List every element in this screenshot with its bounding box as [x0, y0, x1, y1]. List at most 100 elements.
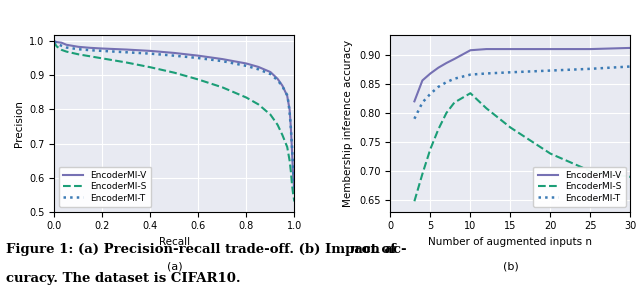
EncoderMI-V: [51, 40, 58, 43]
EncoderMI-S: [627, 175, 634, 179]
EncoderMI-S: [285, 152, 292, 156]
EncoderMI-T: [507, 71, 515, 74]
EncoderMI-T: [435, 85, 442, 88]
EncoderMI-T: [426, 92, 434, 96]
EncoderMI-S: [267, 113, 275, 116]
EncoderMI-T: [51, 40, 58, 43]
EncoderMI-V: [147, 49, 154, 53]
EncoderMI-T: [483, 72, 490, 75]
EncoderMI-S: [51, 40, 58, 43]
EncoderMI-S: [435, 128, 442, 131]
EncoderMI-V: [171, 51, 179, 55]
EncoderMI-S: [507, 126, 515, 129]
EncoderMI-V: [243, 62, 250, 65]
EncoderMI-T: [219, 59, 227, 63]
EncoderMI-T: [56, 43, 63, 46]
EncoderMI-S: [288, 183, 296, 186]
EncoderMI-V: [86, 46, 94, 50]
EncoderMI-V: [547, 47, 554, 51]
EncoderMI-V: [411, 100, 419, 103]
Text: (b): (b): [502, 261, 518, 271]
EncoderMI-V: [99, 47, 106, 50]
X-axis label: Recall: Recall: [159, 237, 190, 247]
EncoderMI-S: [547, 152, 554, 155]
EncoderMI-S: [53, 45, 61, 48]
EncoderMI-V: [53, 40, 61, 44]
EncoderMI-V: [287, 125, 294, 128]
EncoderMI-S: [426, 147, 434, 151]
EncoderMI-T: [285, 100, 292, 104]
Text: (a): (a): [166, 261, 182, 271]
EncoderMI-T: [243, 64, 250, 68]
EncoderMI-T: [267, 72, 275, 76]
EncoderMI-T: [288, 145, 296, 149]
EncoderMI-S: [419, 172, 426, 176]
EncoderMI-T: [284, 94, 291, 97]
EncoderMI-T: [586, 67, 594, 71]
Line: EncoderMI-S: EncoderMI-S: [54, 41, 294, 202]
EncoderMI-T: [123, 51, 131, 54]
EncoderMI-V: [507, 47, 515, 51]
Legend: EncoderMI-V, EncoderMI-S, EncoderMI-T: EncoderMI-V, EncoderMI-S, EncoderMI-T: [59, 167, 152, 207]
EncoderMI-S: [483, 107, 490, 110]
Text: curacy. The dataset is CIFAR10.: curacy. The dataset is CIFAR10.: [6, 272, 241, 285]
Legend: EncoderMI-V, EncoderMI-S, EncoderMI-T: EncoderMI-V, EncoderMI-S, EncoderMI-T: [533, 167, 626, 207]
EncoderMI-V: [467, 48, 474, 52]
EncoderMI-V: [286, 108, 294, 111]
EncoderMI-V: [284, 94, 291, 98]
EncoderMI-S: [99, 57, 106, 60]
EncoderMI-S: [284, 145, 291, 149]
EncoderMI-T: [443, 80, 451, 84]
EncoderMI-S: [411, 200, 419, 203]
Text: n: n: [349, 243, 358, 256]
Line: EncoderMI-V: EncoderMI-V: [54, 41, 294, 191]
EncoderMI-S: [86, 55, 94, 58]
EncoderMI-S: [123, 61, 131, 64]
EncoderMI-T: [411, 117, 419, 120]
EncoderMI-S: [255, 103, 262, 106]
EncoderMI-V: [267, 70, 275, 74]
EncoderMI-V: [278, 84, 286, 87]
EncoderMI-V: [255, 65, 262, 69]
Y-axis label: Precision: Precision: [13, 100, 24, 147]
EncoderMI-T: [451, 77, 458, 80]
EncoderMI-S: [443, 111, 451, 115]
EncoderMI-V: [483, 47, 490, 51]
EncoderMI-V: [219, 57, 227, 61]
EncoderMI-S: [286, 159, 294, 162]
EncoderMI-S: [56, 46, 63, 50]
EncoderMI-S: [52, 43, 60, 46]
EncoderMI-V: [426, 72, 434, 75]
EncoderMI-S: [219, 86, 227, 89]
EncoderMI-T: [286, 111, 294, 114]
EncoderMI-V: [291, 190, 298, 193]
EncoderMI-S: [289, 193, 297, 196]
EncoderMI-T: [53, 42, 61, 46]
EncoderMI-T: [419, 101, 426, 104]
EncoderMI-T: [289, 169, 297, 173]
Line: EncoderMI-S: EncoderMI-S: [415, 93, 630, 201]
EncoderMI-T: [99, 49, 106, 53]
EncoderMI-S: [291, 200, 298, 203]
EncoderMI-T: [52, 41, 60, 44]
EncoderMI-V: [74, 45, 82, 49]
EncoderMI-S: [586, 169, 594, 173]
EncoderMI-V: [451, 57, 458, 61]
EncoderMI-T: [278, 85, 286, 88]
EncoderMI-V: [274, 77, 282, 81]
Text: on ac-: on ac-: [357, 243, 407, 256]
EncoderMI-V: [56, 41, 63, 44]
EncoderMI-T: [195, 56, 202, 60]
EncoderMI-V: [419, 79, 426, 82]
EncoderMI-S: [243, 96, 250, 99]
EncoderMI-S: [74, 53, 82, 56]
EncoderMI-V: [289, 176, 297, 179]
EncoderMI-T: [627, 65, 634, 68]
EncoderMI-T: [287, 126, 294, 129]
Text: Figure 1: (a) Precision-recall trade-off. (b) Impact of: Figure 1: (a) Precision-recall trade-off…: [6, 243, 401, 256]
EncoderMI-V: [443, 61, 451, 65]
EncoderMI-T: [274, 78, 282, 82]
Line: EncoderMI-V: EncoderMI-V: [415, 48, 630, 101]
EncoderMI-V: [195, 54, 202, 57]
EncoderMI-T: [86, 48, 94, 52]
